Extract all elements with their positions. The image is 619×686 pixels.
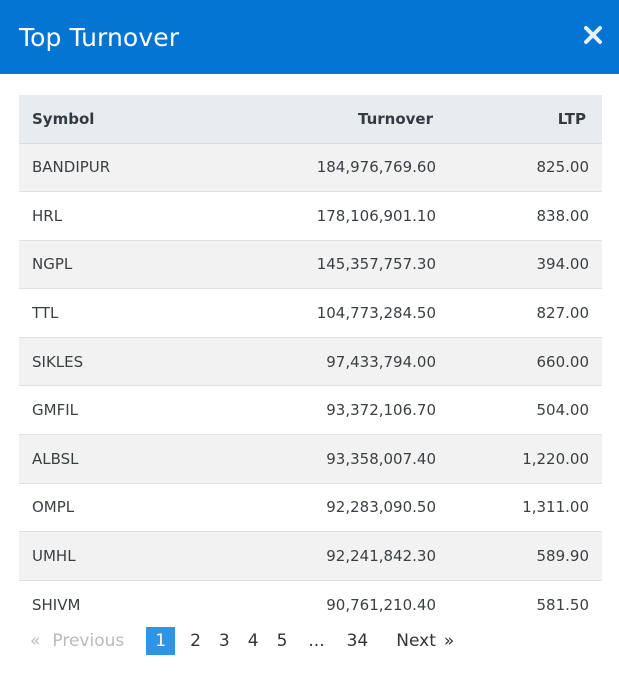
table-row: GMFIL 93,372,106.70 504.00 [19,385,602,435]
symbol-cell: BANDIPUR [32,158,111,177]
previous-arrow: « [30,631,41,651]
symbol-cell: GMFIL [32,401,78,420]
table-row: UMHL 92,241,842.30 589.90 [19,531,602,581]
symbol-cell: SHIVM [32,595,81,614]
symbol-cell: HRL [32,206,63,225]
ltp-cell: 504.00 [536,401,590,420]
turnover-cell: 97,433,794.00 [326,352,436,371]
next-arrow[interactable]: » [443,631,455,651]
turnover-table: Symbol Turnover LTP BANDIPUR 184,976,769… [19,95,602,629]
turnover-cell: 93,372,106.70 [326,401,436,420]
page-1-button[interactable]: 1 [146,627,176,655]
table-row: ALBSL 93,358,007.40 1,220.00 [19,434,602,484]
ltp-cell: 1,311.00 [522,498,589,517]
page-5-button[interactable]: 5 [276,631,288,651]
pagination-ellipsis: ... [308,631,325,651]
ltp-cell: 838.00 [536,206,590,225]
ltp-cell: 394.00 [536,255,590,274]
table-row: SHIVM 90,761,210.40 581.50 [19,580,602,629]
next-button[interactable]: Next [396,631,436,651]
turnover-cell: 184,976,769.60 [316,158,436,177]
ltp-cell: 581.50 [536,595,590,614]
turnover-cell: 92,283,090.50 [326,498,436,517]
symbol-cell: NGPL [32,255,73,274]
turnover-cell: 104,773,284.50 [316,304,436,323]
modal-header: Top Turnover [0,0,619,74]
table-header-row: Symbol Turnover LTP [19,95,602,144]
ltp-cell: 825.00 [536,158,590,177]
ltp-cell: 660.00 [536,352,590,371]
turnover-cell: 90,761,210.40 [326,595,436,614]
page-3-button[interactable]: 3 [218,631,230,651]
close-icon [584,26,602,44]
table-row: BANDIPUR 184,976,769.60 825.00 [19,143,602,192]
close-button[interactable] [583,25,603,45]
column-header-ltp[interactable]: LTP [449,95,602,144]
previous-button: Previous [52,631,125,651]
symbol-cell: ALBSL [32,449,79,468]
ltp-cell: 1,220.00 [522,449,589,468]
page-4-button[interactable]: 4 [247,631,259,651]
symbol-cell: OMPL [32,498,75,517]
table-row: HRL 178,106,901.10 838.00 [19,191,602,241]
column-header-turnover[interactable]: Turnover [219,95,449,144]
ltp-cell: 827.00 [536,304,590,323]
turnover-cell: 92,241,842.30 [326,547,436,566]
page-34-button[interactable]: 34 [346,631,369,651]
table-row: TTL 104,773,284.50 827.00 [19,288,602,338]
modal-title: Top Turnover [19,22,180,52]
page-2-button[interactable]: 2 [190,631,201,651]
turnover-cell: 93,358,007.40 [326,449,436,468]
table-row: NGPL 145,357,757.30 394.00 [19,240,602,289]
column-header-symbol[interactable]: Symbol [19,95,219,144]
turnover-cell: 145,357,757.30 [316,255,436,274]
turnover-cell: 178,106,901.10 [316,206,436,225]
pagination: « Previous 1 2 3 4 5 ... 34 Next » [24,627,463,655]
symbol-cell: TTL [32,304,59,323]
symbol-cell: SIKLES [32,352,84,371]
table-row: OMPL 92,283,090.50 1,311.00 [19,483,602,532]
ltp-cell: 589.90 [536,547,590,566]
table-row: SIKLES 97,433,794.00 660.00 [19,337,602,386]
symbol-cell: UMHL [32,547,76,566]
